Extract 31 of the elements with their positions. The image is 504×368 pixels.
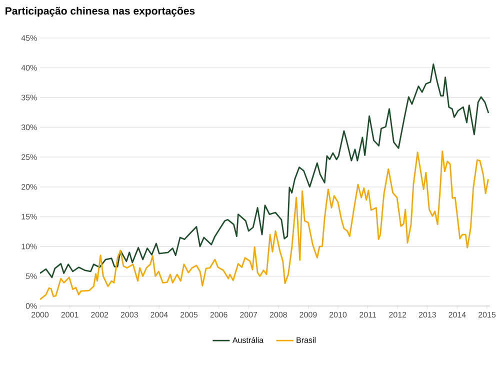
- x-tick-label: 2012: [389, 312, 406, 318]
- x-tick-label: 2000: [32, 312, 49, 318]
- legend-label: Brasil: [296, 337, 316, 343]
- y-tick-label: 40%: [21, 64, 37, 71]
- y-tick-label: 15%: [22, 214, 37, 220]
- y-tick-label: 10%: [22, 244, 37, 250]
- x-tick-label: 2004: [150, 312, 168, 318]
- y-tick-label: 45%: [21, 35, 37, 41]
- y-tick-label: 20%: [22, 184, 37, 190]
- x-tick-label: 2013: [418, 312, 436, 318]
- x-tick-label: 2006: [210, 312, 228, 318]
- x-tick-label: 2002: [91, 312, 108, 318]
- x-tick-label: 2003: [120, 312, 138, 318]
- x-tick-label: 2001: [61, 312, 78, 318]
- y-tick-label: 30%: [21, 124, 37, 130]
- x-tick-label: 2015: [478, 312, 496, 318]
- x-tick-label: 2005: [180, 312, 198, 318]
- y-tick-label: 5%: [26, 273, 37, 280]
- legend-label: Austrália: [232, 336, 264, 343]
- x-tick-label: 2011: [360, 312, 376, 318]
- y-tick-label: 0%: [26, 303, 37, 309]
- chart-title: Participação chinesa nas exportações: [6, 6, 195, 17]
- line-series: [40, 64, 490, 278]
- x-tick-label: 2014: [448, 312, 466, 318]
- line-series: [40, 150, 489, 300]
- y-tick-label: 25%: [22, 154, 37, 160]
- x-tick-label: 2007: [240, 312, 258, 318]
- x-tick-label: 2008: [270, 312, 287, 318]
- x-tick-label: 2009: [300, 312, 317, 318]
- x-tick-label: 2010: [330, 312, 347, 318]
- y-tick-label: 35%: [21, 94, 37, 100]
